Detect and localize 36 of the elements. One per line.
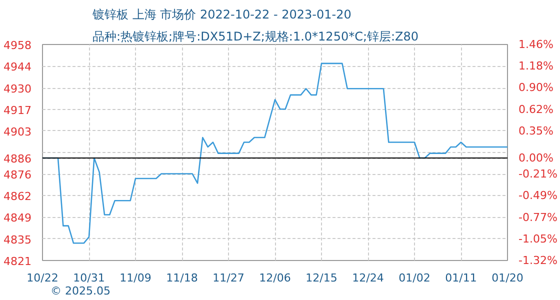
y-tick-label: 4835	[4, 233, 32, 246]
y2-tick-label: 1.46%	[518, 38, 554, 51]
y-tick-label: 4903	[4, 125, 32, 138]
y-tick-label: 4821	[4, 255, 32, 268]
y-tick-label: 4886	[4, 152, 32, 166]
x-tick-label: 10/31	[73, 272, 105, 284]
y2-tick-label: -1.32%	[518, 254, 558, 267]
y2-tick-label: -0.49%	[518, 189, 558, 202]
x-tick-label: 11/18	[166, 272, 198, 284]
y-tick-label: 4876	[4, 168, 32, 182]
x-tick-label: 01/02	[398, 272, 430, 284]
x-tick-label: 12/06	[259, 272, 291, 284]
y2-tick-label: -1.05%	[518, 232, 558, 246]
y2-tick-label: 0.62%	[518, 102, 554, 116]
y2-tick-label: -0.21%	[518, 168, 558, 181]
chart-subtitle: 品种:热镀锌板;牌号:DX51D+Z;规格:1.0*1250*C;锌层:Z80	[92, 30, 419, 44]
y2-tick-label: 1.18%	[518, 60, 554, 73]
x-tick-label: 12/24	[352, 272, 384, 284]
y-tick-label: 4849	[4, 212, 32, 225]
x-tick-label: 10/22	[26, 272, 58, 284]
x-tick-label: 11/27	[212, 272, 244, 284]
y2-tick-label: 0.35%	[518, 124, 554, 138]
y-tick-label: 4917	[4, 104, 32, 117]
y2-tick-label: 0.90%	[518, 81, 554, 94]
x-tick-label: 01/11	[445, 272, 477, 284]
chart-title: 镀锌板 上海 市场价 2022-10-22 - 2023-01-20	[92, 8, 352, 22]
y-tick-label: 4944	[4, 60, 32, 74]
y-tick-label: 4958	[4, 39, 32, 52]
y-tick-label: 4930	[4, 82, 32, 96]
x-tick-label: 11/09	[120, 272, 152, 284]
y-tick-label: 4862	[4, 190, 32, 204]
x-tick-label: 12/15	[306, 272, 338, 284]
y2-tick-label: 0.00%	[518, 151, 554, 164]
text: © 2025.05	[50, 284, 110, 298]
y2-tick-label: -0.77%	[518, 210, 558, 224]
x-tick-label: 01/20	[492, 272, 524, 284]
